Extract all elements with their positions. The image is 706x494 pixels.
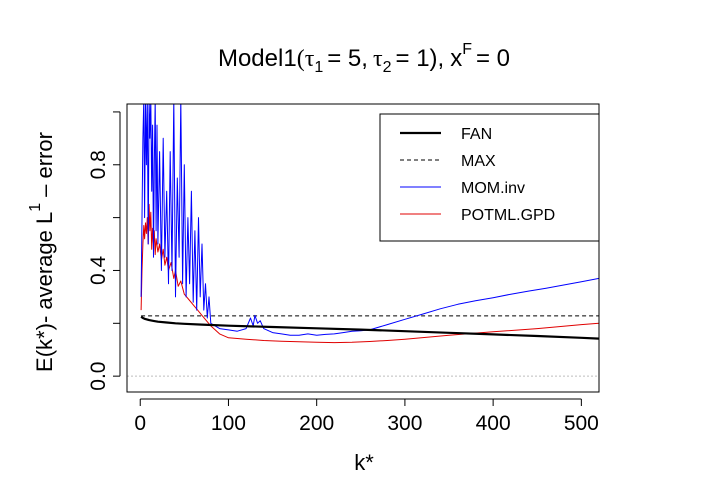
x-tick-label: 100 — [211, 412, 246, 435]
title-tau2-value: = 1), — [396, 45, 445, 72]
x-tick-label: 400 — [476, 412, 511, 435]
y-axis-label-main: E(k*)- average L — [32, 212, 57, 372]
title-tau1-value: = 5, — [327, 45, 368, 72]
x-tick-label: 300 — [387, 412, 422, 435]
x-axis: 0 100 200 300 400 500 — [134, 398, 599, 435]
legend-item-potml-gpd: POTML.GPD — [400, 207, 555, 224]
legend-item-max: MAX — [400, 153, 496, 170]
series-layer — [140, 104, 599, 344]
title-xf-sup: F — [462, 41, 472, 58]
y-axis: 0.0 0.4 0.8 — [87, 111, 121, 391]
title-xf: x — [450, 45, 462, 72]
y-tick-label: 0.0 — [87, 362, 110, 391]
y-tick-label: 0.4 — [87, 256, 110, 286]
legend-label: FAN — [461, 126, 492, 143]
legend-item-fan: FAN — [400, 126, 492, 143]
legend-label: POTML.GPD — [461, 207, 555, 224]
series-line-mom-inv — [140, 104, 599, 336]
title-tau2-sub: 2 — [383, 59, 392, 76]
legend-label: MOM.inv — [461, 180, 525, 197]
plot-frame — [126, 103, 600, 393]
series-line-potml-gpd — [140, 203, 599, 344]
title-tau1-sub: 1 — [314, 59, 323, 76]
y-axis-label-tail: – error — [32, 132, 57, 197]
y-axis-label-sup: 1 — [27, 203, 44, 212]
x-axis-label: k* — [354, 450, 374, 475]
legend: FAN MAX MOM.inv POTML.GPD — [379, 113, 600, 242]
legend-item-mom-inv: MOM.inv — [400, 180, 525, 197]
x-tick-label: 200 — [299, 412, 334, 435]
x-tick-label: 500 — [564, 412, 599, 435]
x-tick-label: 0 — [134, 412, 146, 435]
title-model: Model1 — [218, 45, 297, 72]
chart-title: Model1(τ1 = 5, τ2 = 1), xF = 0 — [218, 41, 510, 76]
series-line-fan — [140, 315, 599, 340]
plot-area — [126, 103, 600, 393]
legend-label: MAX — [461, 153, 496, 170]
legend-box — [379, 113, 600, 242]
y-tick-label: 0.8 — [87, 150, 110, 179]
title-tau1: τ — [305, 46, 315, 72]
y-axis-label: E(k*)- average L1 – error — [27, 132, 57, 372]
title-xf-value: = 0 — [476, 45, 510, 72]
title-tau2: τ — [373, 46, 383, 72]
